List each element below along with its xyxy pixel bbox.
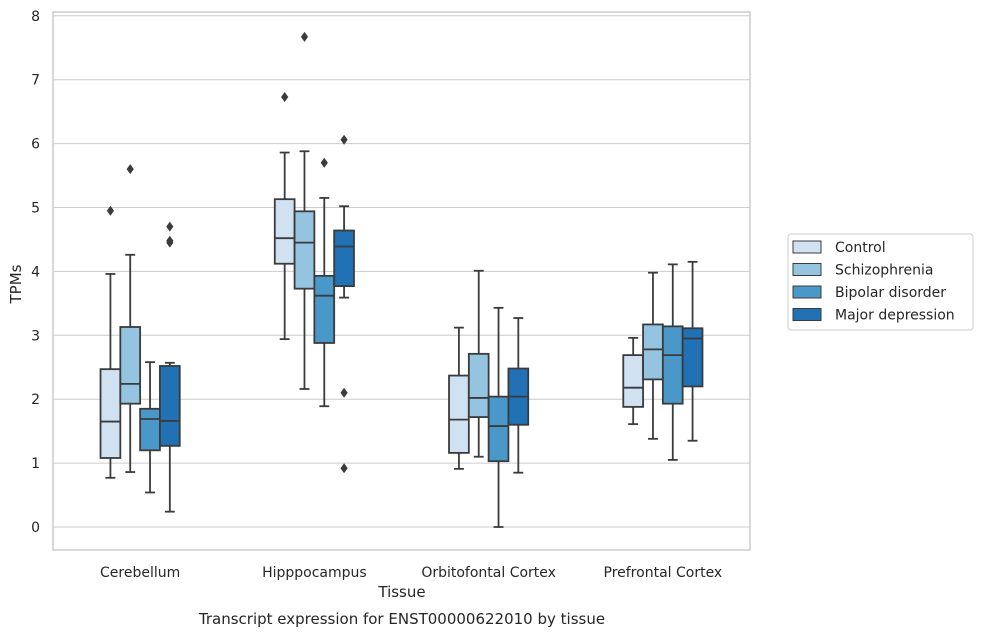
box-body [159, 365, 181, 447]
y-tick-label: 1 [31, 456, 40, 472]
box-major-depression [159, 221, 181, 513]
legend-label: Control [835, 240, 886, 256]
plot-frame [52, 11, 751, 551]
outlier-point [340, 134, 348, 145]
y-tick-label: 5 [31, 201, 40, 217]
box-body [119, 326, 142, 405]
box-body [622, 354, 644, 408]
box-body [467, 352, 490, 418]
y-tick-label: 8 [31, 9, 40, 25]
outlier-point [166, 221, 174, 232]
x-axis-label: Tissue [377, 583, 425, 601]
box-schizophrenia [293, 31, 316, 390]
y-tick-label: 4 [31, 264, 40, 280]
box-body [313, 274, 336, 344]
outlier-point [166, 235, 174, 246]
legend-box [787, 233, 974, 331]
box-bipolar-disorder [487, 306, 510, 528]
box-bipolar-disorder [661, 263, 684, 461]
box-major-depression [333, 134, 355, 474]
plot-border [52, 11, 751, 551]
box-body [273, 198, 296, 265]
box-schizophrenia [642, 271, 664, 440]
box-body [333, 229, 355, 287]
box-body [448, 374, 470, 454]
x-tick-label: Orbitofontal Cortex [421, 565, 556, 581]
y-tick-label: 3 [31, 328, 40, 344]
box-body [487, 395, 510, 463]
y-axis-label: TPMs [7, 264, 25, 304]
outlier-point [126, 164, 134, 175]
box-control [448, 326, 470, 470]
y-tick-label: 2 [31, 392, 40, 408]
box-schizophrenia [119, 164, 142, 473]
box-body [661, 325, 684, 405]
box-body [642, 323, 664, 381]
y-tick-label: 0 [31, 520, 40, 536]
x-tick-label: Cerebellum [100, 565, 180, 581]
outlier-point [281, 91, 289, 102]
box-control [99, 205, 122, 479]
legend-swatch [792, 240, 822, 254]
legend-label: Major depression [835, 308, 955, 324]
box-major-depression [681, 260, 704, 442]
y-tick-label: 7 [31, 73, 40, 89]
legend-swatch [792, 285, 822, 299]
legend: Control Schizophrenia Bipolar disorder Majo… [787, 233, 974, 331]
box-body [139, 407, 161, 452]
box-body [681, 327, 704, 388]
outlier-point [340, 463, 348, 474]
chart-caption: Transcript expression for ENST0000062201… [198, 610, 605, 628]
box-major-depression [507, 317, 530, 474]
y-tick-label: 6 [31, 137, 40, 153]
outlier-point [340, 387, 348, 398]
x-tick-label: Hipppocampus [262, 565, 367, 581]
x-tick-labels: Cerebellum Hipppocampus Orbitofontal Corte… [100, 565, 722, 581]
box-bipolar-disorder [139, 361, 161, 494]
legend-swatch [792, 263, 822, 276]
outlier-point [106, 205, 115, 216]
legend-label: Schizophrenia [835, 263, 933, 279]
outlier-point [320, 157, 328, 168]
box-plot-marks [99, 31, 704, 528]
box-control [273, 91, 296, 341]
legend-swatch [792, 308, 822, 321]
box-body [99, 368, 122, 459]
x-tick-label: Prefrontal Cortex [604, 565, 723, 581]
outlier-point [300, 31, 309, 42]
y-tick-labels: 0 1 2 3 4 5 6 7 8 [31, 9, 40, 536]
box-control [622, 336, 644, 426]
box-body [293, 210, 316, 290]
legend-label: Bipolar disorder [835, 285, 946, 301]
box-schizophrenia [467, 269, 490, 458]
box-bipolar-disorder [313, 157, 336, 408]
